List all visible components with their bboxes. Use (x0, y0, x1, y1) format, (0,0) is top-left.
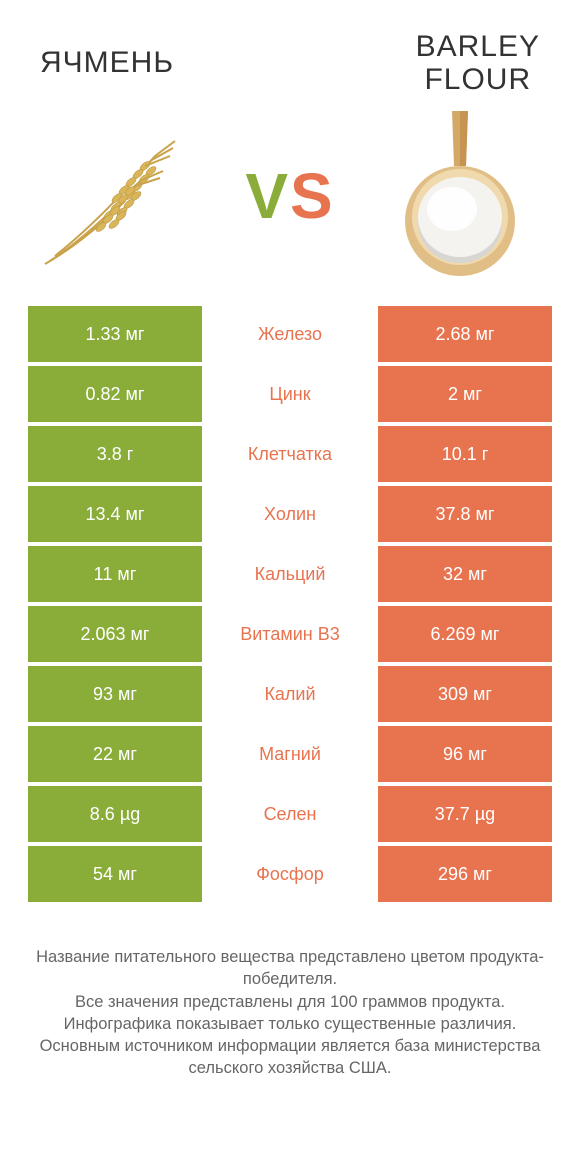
left-value-cell: 1.33 мг (28, 306, 202, 362)
right-value-cell: 37.8 мг (378, 486, 552, 542)
footer-line: Все значения представлены для 100 граммо… (30, 991, 550, 1013)
right-value-cell: 2.68 мг (378, 306, 552, 362)
nutrient-label: Цинк (202, 366, 378, 422)
left-value-cell: 11 мг (28, 546, 202, 602)
left-value-cell: 93 мг (28, 666, 202, 722)
left-value-cell: 0.82 мг (28, 366, 202, 422)
right-value-cell: 2 мг (378, 366, 552, 422)
table-row: 8.6 µgСелен37.7 µg (28, 786, 552, 842)
footer-line: Основным источником информации является … (30, 1035, 550, 1080)
left-value-cell: 54 мг (28, 846, 202, 902)
right-value-cell: 296 мг (378, 846, 552, 902)
title-right: BARLEY FLOUR (416, 30, 540, 96)
right-value-cell: 309 мг (378, 666, 552, 722)
left-value-cell: 8.6 µg (28, 786, 202, 842)
table-row: 54 мгФосфор296 мг (28, 846, 552, 902)
nutrient-label: Клетчатка (202, 426, 378, 482)
footer-line: Название питательного вещества представл… (30, 946, 550, 991)
nutrient-label: Селен (202, 786, 378, 842)
title-right-line1: BARLEY (416, 30, 540, 63)
left-value-cell: 13.4 мг (28, 486, 202, 542)
vs-text: VS (245, 159, 334, 233)
nutrient-label: Калий (202, 666, 378, 722)
title-left: ЯЧМЕНЬ (40, 46, 174, 80)
table-row: 22 мгМагний96 мг (28, 726, 552, 782)
nutrient-label: Магний (202, 726, 378, 782)
right-value-cell: 10.1 г (378, 426, 552, 482)
nutrient-label: Фосфор (202, 846, 378, 902)
left-value-cell: 22 мг (28, 726, 202, 782)
vs-row: VS (0, 106, 580, 306)
title-right-line2: FLOUR (416, 63, 540, 96)
nutrient-label: Кальций (202, 546, 378, 602)
table-row: 3.8 гКлетчатка10.1 г (28, 426, 552, 482)
infographic-container: ЯЧМЕНЬ BARLEY FLOUR (0, 0, 580, 1174)
right-value-cell: 37.7 µg (378, 786, 552, 842)
table-row: 2.063 мгВитамин B36.269 мг (28, 606, 552, 662)
table-row: 93 мгКалий309 мг (28, 666, 552, 722)
nutrient-label: Витамин B3 (202, 606, 378, 662)
right-value-cell: 32 мг (378, 546, 552, 602)
footer-line: Инфографика показывает только существенн… (30, 1013, 550, 1035)
vs-s: S (290, 160, 335, 232)
right-value-cell: 96 мг (378, 726, 552, 782)
table-row: 0.82 мгЦинк2 мг (28, 366, 552, 422)
vs-v: V (245, 160, 290, 232)
right-value-cell: 6.269 мг (378, 606, 552, 662)
footer-text: Название питательного вещества представл… (0, 906, 580, 1080)
comparison-table: 1.33 мгЖелезо2.68 мг0.82 мгЦинк2 мг3.8 г… (0, 306, 580, 906)
table-row: 13.4 мгХолин37.8 мг (28, 486, 552, 542)
left-value-cell: 3.8 г (28, 426, 202, 482)
flour-spoon-illustration (370, 116, 550, 276)
nutrient-label: Холин (202, 486, 378, 542)
left-value-cell: 2.063 мг (28, 606, 202, 662)
barley-illustration (30, 116, 210, 276)
table-row: 11 мгКальций32 мг (28, 546, 552, 602)
nutrient-label: Железо (202, 306, 378, 362)
header: ЯЧМЕНЬ BARLEY FLOUR (0, 0, 580, 106)
table-row: 1.33 мгЖелезо2.68 мг (28, 306, 552, 362)
